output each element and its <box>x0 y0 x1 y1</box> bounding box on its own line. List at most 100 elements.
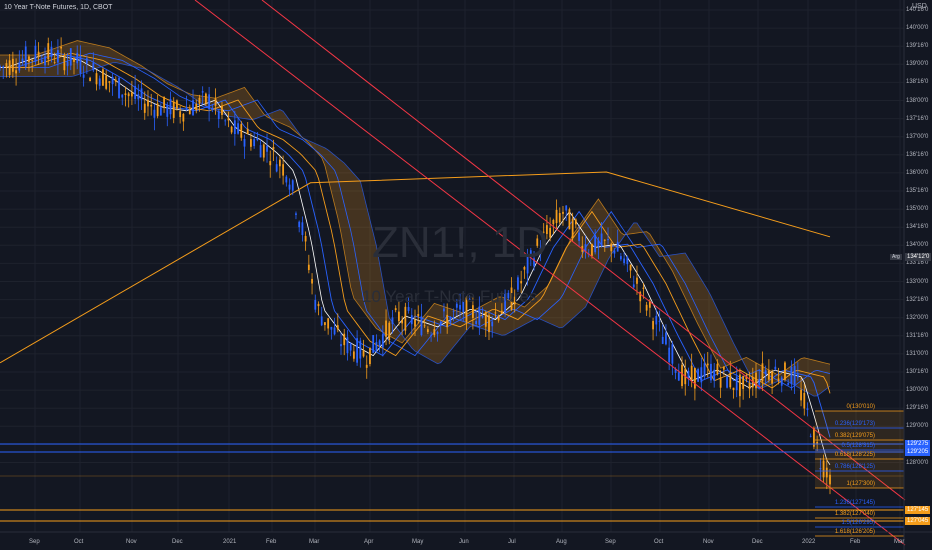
candle-body <box>816 441 819 445</box>
candle-body <box>349 343 352 351</box>
candle-body <box>76 52 79 64</box>
candle-body <box>420 316 423 336</box>
candle-body <box>311 278 313 284</box>
candle-body <box>243 139 246 147</box>
price-tick-label: 138'16'0 <box>906 79 929 86</box>
price-tick-label: 134'16'0 <box>906 224 929 231</box>
candle-body <box>565 205 568 211</box>
candle-body <box>188 109 191 115</box>
candle-body <box>690 365 693 380</box>
candle-body <box>677 372 680 381</box>
candle-body <box>227 118 230 121</box>
candle-body <box>301 222 304 236</box>
candle-body <box>317 303 320 307</box>
candle-body <box>166 104 169 117</box>
candle-body <box>233 120 236 135</box>
candle-body <box>18 62 21 71</box>
candle-body <box>365 364 368 368</box>
candle-body <box>603 239 606 241</box>
candle-body <box>156 103 159 117</box>
candle-body <box>716 363 719 375</box>
candle-body <box>372 335 375 353</box>
candle-body <box>433 329 436 336</box>
candle-body <box>95 73 98 85</box>
candle-body <box>536 238 539 246</box>
candle-body <box>449 316 452 323</box>
fib-level-label: 1.382(127'040) <box>834 511 875 517</box>
candle-body <box>507 292 510 299</box>
candle-body <box>53 62 56 63</box>
fib-level-label: 0.786(128'125) <box>834 464 875 470</box>
candle-body <box>336 325 339 330</box>
moving-average-line <box>0 52 831 389</box>
candle-body <box>37 51 40 57</box>
time-tick-label: Jun <box>459 539 469 545</box>
candle-body <box>806 408 809 410</box>
candle-body <box>320 316 323 326</box>
fib-zone <box>815 411 904 488</box>
channel-line <box>261 0 906 501</box>
candle-body <box>436 331 439 335</box>
candle-body <box>655 315 658 325</box>
candle-body <box>472 305 474 318</box>
candle-body <box>204 93 207 104</box>
candle-body <box>92 62 95 71</box>
candle-body <box>584 244 587 252</box>
candle-body <box>359 340 362 359</box>
candle-body <box>594 234 597 253</box>
price-tick-label: 140'16'0 <box>906 7 929 13</box>
candle-body <box>787 383 790 385</box>
candle-body <box>488 315 490 333</box>
candle-body <box>626 256 629 265</box>
candle-body <box>706 363 709 366</box>
candle-body <box>394 308 397 311</box>
candle-body <box>24 46 27 68</box>
candle-body <box>73 58 75 62</box>
candle-body <box>159 107 162 116</box>
candle-body <box>443 308 445 312</box>
candle-body <box>127 93 130 97</box>
candle-body <box>475 321 478 325</box>
candle-body <box>735 376 738 391</box>
candle-body <box>481 315 484 318</box>
candle-body <box>82 74 85 78</box>
time-tick-label: Dec <box>752 539 763 545</box>
candle-body <box>21 58 24 62</box>
candle-body <box>398 311 400 322</box>
candle-body <box>282 164 285 176</box>
candle-body <box>610 243 613 252</box>
candle-body <box>185 107 188 110</box>
candle-body <box>629 264 632 271</box>
candle-body <box>462 300 465 313</box>
candle-body <box>571 218 574 238</box>
candle-body <box>333 327 336 335</box>
candle-body <box>465 297 468 322</box>
candle-body <box>619 256 622 260</box>
candle-body <box>192 100 194 116</box>
candle-body <box>574 219 577 225</box>
candle-body <box>520 280 523 284</box>
candle-body <box>217 111 220 119</box>
candle-body <box>50 46 53 57</box>
candle-body <box>632 284 635 288</box>
candle-body <box>558 213 561 223</box>
candle-body <box>356 338 358 363</box>
candle-body <box>529 250 532 257</box>
price-tick-label: 129'16'0 <box>906 405 929 412</box>
candle-body <box>250 139 252 147</box>
candle-body <box>15 70 17 74</box>
candle-body <box>578 232 580 241</box>
candle-body <box>494 312 497 314</box>
candle-body <box>552 219 555 225</box>
candle-body <box>652 321 654 330</box>
long-moving-average <box>0 171 831 364</box>
time-tick-label: Sep <box>605 539 616 545</box>
candle-body <box>739 374 741 397</box>
candle-body <box>742 375 745 389</box>
candle-body <box>140 88 143 100</box>
candle-body <box>198 97 201 104</box>
fib-level-label: 1.236(127'145) <box>834 500 875 506</box>
time-tick-label: Feb <box>266 539 277 545</box>
candle-body <box>697 368 700 382</box>
